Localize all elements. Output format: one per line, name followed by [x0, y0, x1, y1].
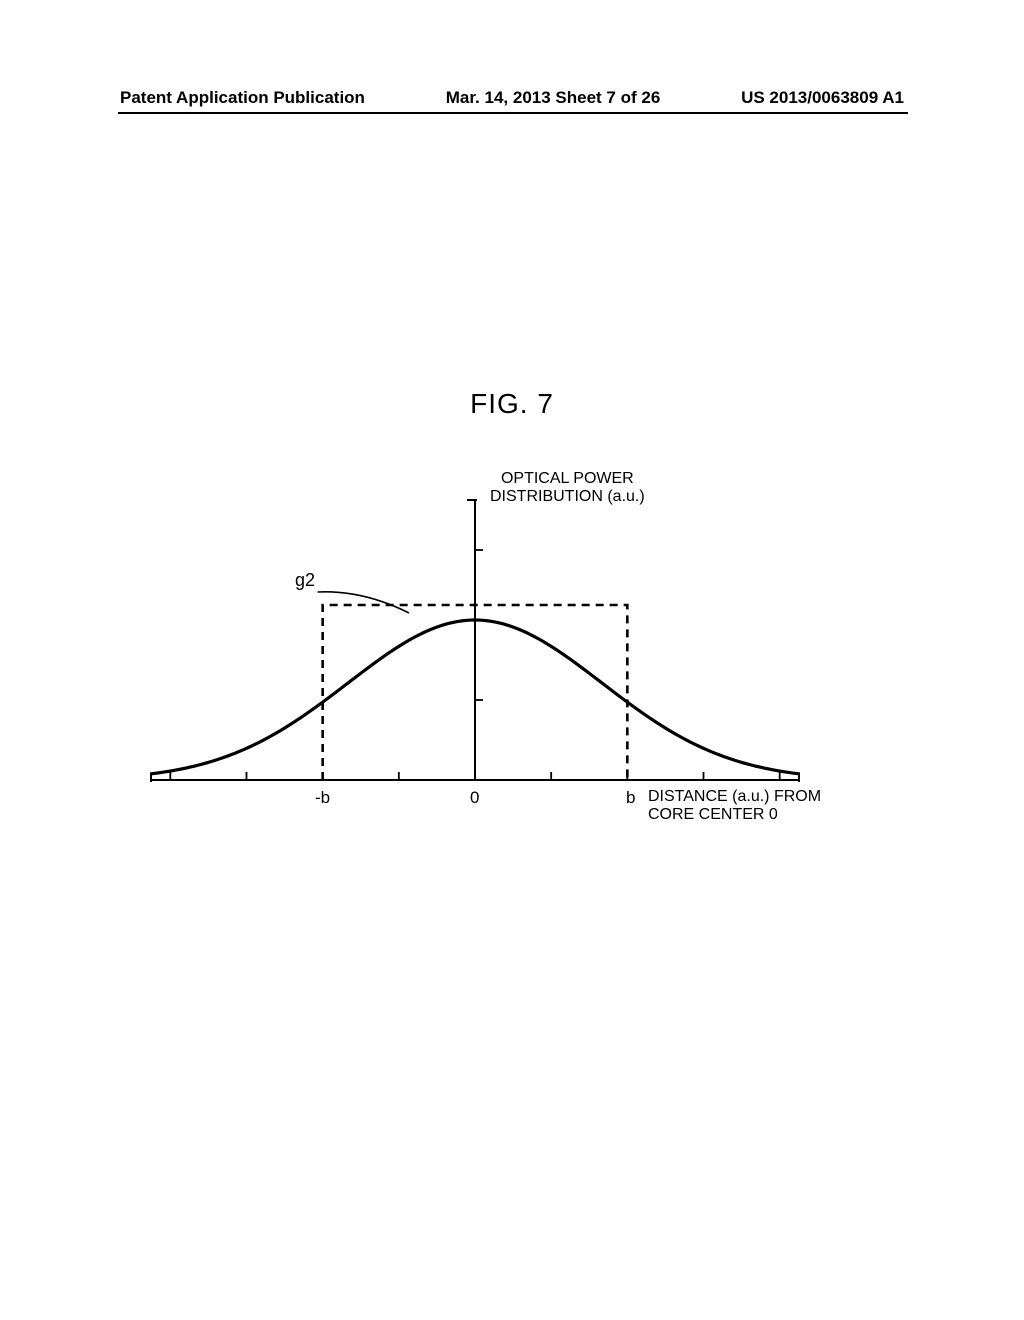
xtick-pos-b: b — [626, 788, 635, 808]
chart-container: OPTICAL POWER DISTRIBUTION (a.u.) DISTAN… — [150, 480, 800, 830]
page-header: Patent Application Publication Mar. 14, … — [0, 88, 1024, 108]
xtick-neg-b: -b — [315, 788, 330, 808]
header-left: Patent Application Publication — [120, 88, 365, 108]
chart-svg — [150, 480, 800, 830]
header-rule — [118, 112, 908, 114]
page-root: Patent Application Publication Mar. 14, … — [0, 0, 1024, 1320]
header-center: Mar. 14, 2013 Sheet 7 of 26 — [446, 88, 661, 108]
xtick-zero: 0 — [470, 788, 479, 808]
x-axis-label: DISTANCE (a.u.) FROM CORE CENTER 0 — [648, 788, 821, 823]
figure-title: FIG. 7 — [0, 388, 1024, 420]
header-right: US 2013/0063809 A1 — [741, 88, 904, 108]
y-axis-label: OPTICAL POWER DISTRIBUTION (a.u.) — [490, 470, 645, 505]
curve-label-g2: g2 — [295, 570, 315, 591]
